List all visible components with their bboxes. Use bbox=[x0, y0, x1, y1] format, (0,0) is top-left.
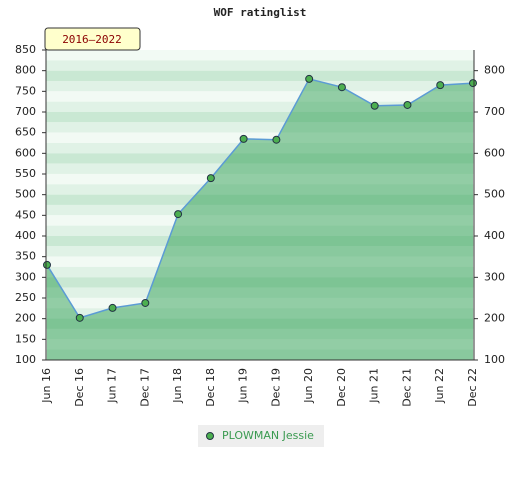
x-tick-label: Jun 16 bbox=[40, 368, 53, 404]
y-tick-label: 750 bbox=[15, 84, 36, 97]
x-tick-label: Jun 21 bbox=[368, 368, 381, 404]
x-tick-label: Jun 19 bbox=[237, 368, 250, 404]
background-stripe bbox=[46, 122, 474, 133]
x-tick-label: Dec 22 bbox=[466, 368, 479, 407]
x-tick-label: Dec 18 bbox=[204, 368, 217, 407]
point bbox=[75, 313, 84, 322]
point bbox=[469, 79, 477, 88]
y-tick-label: 450 bbox=[15, 208, 36, 221]
y-tick-label: 600 bbox=[15, 146, 36, 159]
chart-title: WOF ratinglist bbox=[214, 6, 307, 19]
y-tick-label: 100 bbox=[15, 353, 36, 366]
plot-area: 100 150 200 250 300 350 400 450 500 550 600 650 700 7… bbox=[15, 43, 505, 407]
x-tick-label: Jun 20 bbox=[302, 368, 315, 404]
y2-tick-label: 300 bbox=[484, 270, 505, 283]
y2-tick-label: 700 bbox=[484, 105, 505, 118]
point bbox=[206, 174, 215, 183]
x-tick-label: Jun 17 bbox=[106, 368, 119, 404]
background-stripe bbox=[46, 60, 474, 71]
annotation: 2016–2022 bbox=[62, 33, 122, 46]
background-stripe bbox=[46, 111, 474, 123]
y-tick-label: 650 bbox=[15, 126, 36, 139]
point bbox=[272, 135, 281, 144]
x-tick-label: Dec 19 bbox=[269, 368, 282, 407]
legend bbox=[198, 425, 324, 447]
y-tick-label: 700 bbox=[15, 105, 36, 118]
annotation-box bbox=[44, 27, 141, 51]
background-stripe bbox=[46, 101, 474, 112]
background-stripe bbox=[46, 132, 474, 143]
x-tick-label: Dec 16 bbox=[73, 368, 86, 407]
y-tick-label: 400 bbox=[15, 229, 36, 242]
y2-tick-label: 600 bbox=[484, 146, 505, 159]
y2-tick-label: 500 bbox=[484, 188, 505, 201]
point bbox=[174, 210, 183, 219]
background-stripe bbox=[46, 80, 474, 92]
point bbox=[108, 303, 117, 312]
point bbox=[337, 83, 346, 92]
area-fill bbox=[47, 78, 473, 360]
point bbox=[305, 74, 314, 83]
y-tick-label: 550 bbox=[15, 167, 36, 180]
x-tick-label: Jun 22 bbox=[433, 368, 446, 404]
background-stripe bbox=[46, 50, 474, 61]
point bbox=[239, 134, 248, 143]
point bbox=[43, 260, 51, 269]
point bbox=[370, 101, 379, 110]
x-tick-label: Dec 20 bbox=[335, 368, 348, 407]
y-tick-label: 800 bbox=[15, 64, 36, 77]
y-tick-label: 200 bbox=[15, 312, 36, 325]
y-tick-label: 500 bbox=[15, 188, 36, 201]
y-tick-label: 850 bbox=[15, 43, 36, 56]
point bbox=[141, 298, 150, 307]
legend-label: PLOWMAN Jessie bbox=[222, 429, 314, 442]
background-stripe bbox=[46, 91, 474, 102]
x-tick-label: Jun 18 bbox=[171, 368, 184, 404]
line bbox=[46, 78, 474, 319]
point bbox=[436, 81, 445, 90]
y2-tick-label: 200 bbox=[484, 312, 505, 325]
x-tick-label: Dec 17 bbox=[138, 368, 151, 407]
y2-tick-label: 100 bbox=[484, 353, 505, 366]
y-tick-label: 150 bbox=[15, 332, 36, 345]
y-tick-label: 250 bbox=[15, 291, 36, 304]
x-tick-label: Dec 21 bbox=[400, 368, 413, 407]
y-tick-label: 300 bbox=[15, 270, 36, 283]
y2-tick-label: 800 bbox=[484, 64, 505, 77]
legend-marker bbox=[206, 432, 214, 440]
y-tick-label: 350 bbox=[15, 250, 36, 263]
point bbox=[403, 100, 412, 109]
y2-tick-label: 400 bbox=[484, 229, 505, 242]
background-stripe bbox=[46, 70, 474, 81]
